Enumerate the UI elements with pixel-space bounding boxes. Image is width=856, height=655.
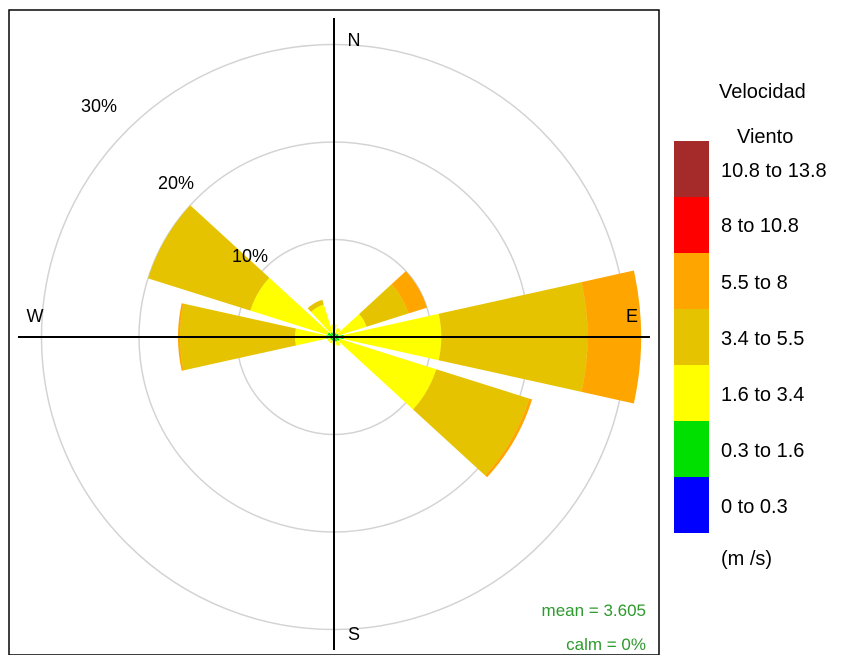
compass-axes [18, 18, 650, 650]
legend-label-10.8-13.8: 10.8 to 13.8 [721, 160, 827, 182]
wedge-dir-330-bin-3.4-to-5.5 [307, 299, 324, 312]
legend-swatch-10.8-13.8 [674, 141, 709, 197]
legend-label-3.4-5.5: 3.4 to 5.5 [721, 328, 805, 350]
wedge-dir-60-bin-5.5-to-8 [391, 271, 427, 314]
wedge-dir-150-bin-1.6-to-3.4 [335, 340, 341, 347]
legend-label-5.5-8: 5.5 to 8 [721, 272, 788, 294]
legend-swatch-3.4-5.5 [674, 309, 709, 365]
legend-title-line2: Viento [737, 126, 794, 148]
wedge-dir-60-bin-1.6-to-3.4 [337, 313, 367, 336]
compass-east: E [626, 306, 638, 326]
legend-swatch-0.3-1.6 [674, 421, 709, 477]
legend-swatch-8-10.8 [674, 197, 709, 253]
compass-north: N [348, 30, 361, 50]
compass-south: S [348, 624, 360, 644]
wedge-dir-240-bin-1.6-to-3.4 [327, 338, 332, 342]
wedge-dir-120-bin-5.5-to-8 [484, 398, 533, 478]
legend-swatch-1.6-3.4 [674, 365, 709, 421]
legend-label-8-10.8: 8 to 10.8 [721, 215, 799, 237]
legend-label-0-0.3: 0 to 0.3 [721, 496, 788, 518]
legend-swatch-0-0.3 [674, 477, 709, 533]
wedge-dir-30-bin-1.6-to-3.4 [335, 327, 341, 335]
ring-label-30: 30% [81, 96, 117, 116]
wedge-dir-300-bin-3.4-to-5.5 [148, 205, 270, 311]
legend-unit: (m /s) [721, 548, 773, 570]
wedge-dir-210-bin-1.6-to-3.4 [329, 339, 333, 344]
legend-swatch-5.5-8 [674, 253, 709, 309]
wedges [148, 205, 642, 478]
legend-label-0.3-1.6: 0.3 to 1.6 [721, 440, 805, 462]
legend-label-1.6-3.4: 1.6 to 3.4 [721, 384, 805, 406]
ring-label-10: 10% [232, 246, 268, 266]
stat-mean: mean = 3.605 [542, 601, 646, 620]
compass-west: W [27, 306, 44, 326]
wedge-dir-60-bin-3.4-to-5.5 [359, 284, 409, 327]
wedge-dir-120-bin-1.6-to-3.4 [338, 338, 437, 410]
legend-title-line1: Velocidad [719, 81, 806, 103]
wedge-dir-330-bin-1.6-to-3.4 [310, 304, 333, 334]
ring-labels: 10% 20% 30% [81, 96, 268, 266]
wedge-dir-300-bin-0.3-to-1.6 [327, 332, 334, 337]
ring-label-20: 20% [158, 173, 194, 193]
wedge-dir-270-bin-5.5-to-8 [178, 303, 184, 371]
wedge-dir-300-bin-1.6-to-3.4 [250, 277, 329, 335]
stat-calm: calm = 0% [566, 635, 646, 654]
wedge-dir-120-bin-3.4-to-5.5 [413, 369, 530, 476]
